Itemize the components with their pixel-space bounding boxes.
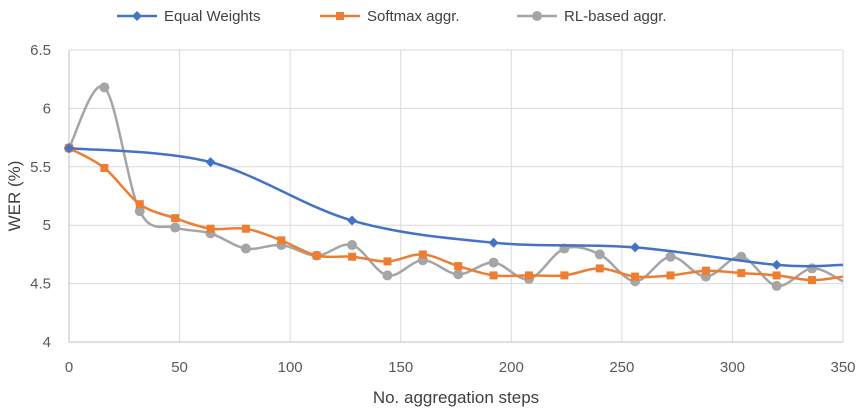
data-point-equal-weights bbox=[64, 143, 74, 154]
data-point-rl-based-aggr bbox=[240, 243, 251, 254]
y-tick-label: 4.5 bbox=[30, 276, 51, 293]
x-tick-label: 100 bbox=[278, 359, 303, 376]
x-axis-ticks: 0 50 100 150 200 250 300 350 bbox=[65, 359, 856, 376]
x-tick-label: 300 bbox=[720, 359, 745, 376]
data-point-rl-based-aggr bbox=[347, 240, 358, 251]
data-point-softmax-aggr bbox=[737, 269, 746, 278]
data-point-softmax-aggr bbox=[277, 236, 286, 245]
data-point-rl-based-aggr bbox=[594, 249, 605, 260]
data-point-softmax-aggr bbox=[808, 276, 817, 285]
x-tick-label: 250 bbox=[609, 359, 634, 376]
data-point-softmax-aggr bbox=[489, 271, 498, 280]
data-point-softmax-aggr bbox=[666, 271, 675, 280]
data-point-rl-based-aggr bbox=[665, 251, 676, 262]
data-point-softmax-aggr bbox=[524, 271, 533, 280]
data-point-softmax-aggr bbox=[701, 266, 710, 275]
plot-area bbox=[64, 82, 844, 291]
data-point-softmax-aggr bbox=[631, 272, 640, 281]
legend-marker-square-icon bbox=[336, 12, 344, 20]
data-point-equal-weights bbox=[488, 237, 499, 248]
x-tick-label: 350 bbox=[830, 359, 855, 376]
legend-label: Softmax aggr. bbox=[367, 8, 460, 25]
y-axis-ticks: 4 4.5 5 5.5 6 6.5 bbox=[30, 42, 51, 351]
x-axis-title: No. aggregation steps bbox=[373, 388, 539, 407]
y-tick-label: 6 bbox=[43, 100, 51, 117]
data-point-softmax-aggr bbox=[171, 214, 180, 223]
data-point-equal-weights bbox=[630, 242, 641, 253]
series-equal-weights bbox=[64, 143, 844, 270]
x-tick-label: 150 bbox=[388, 359, 413, 376]
data-point-equal-weights bbox=[771, 259, 782, 270]
data-point-softmax-aggr bbox=[135, 200, 144, 209]
data-point-softmax-aggr bbox=[206, 224, 215, 233]
grid-lines bbox=[68, 49, 844, 343]
y-tick-label: 6.5 bbox=[30, 42, 51, 59]
legend-item-rl-based-aggr: RL-based aggr. bbox=[517, 8, 667, 25]
data-point-softmax-aggr bbox=[241, 224, 250, 233]
data-point-rl-based-aggr bbox=[99, 82, 110, 93]
data-point-rl-based-aggr bbox=[382, 270, 393, 281]
data-point-rl-based-aggr bbox=[170, 222, 181, 233]
data-point-softmax-aggr bbox=[418, 250, 427, 259]
legend-item-equal-weights: Equal Weights bbox=[117, 8, 260, 25]
data-point-softmax-aggr bbox=[348, 252, 357, 261]
data-point-softmax-aggr bbox=[560, 271, 569, 280]
data-point-softmax-aggr bbox=[772, 271, 781, 280]
legend-label: RL-based aggr. bbox=[564, 8, 667, 25]
data-point-softmax-aggr bbox=[312, 251, 321, 260]
data-point-rl-based-aggr bbox=[771, 280, 782, 291]
data-point-equal-weights bbox=[205, 157, 216, 168]
data-point-softmax-aggr bbox=[595, 264, 604, 273]
legend-marker-circle-icon bbox=[532, 11, 542, 21]
legend-label: Equal Weights bbox=[164, 8, 260, 25]
y-tick-label: 5.5 bbox=[30, 159, 51, 176]
series-line-softmax-aggr bbox=[68, 147, 844, 282]
data-point-rl-based-aggr bbox=[453, 269, 464, 280]
x-tick-label: 50 bbox=[171, 359, 188, 376]
series-softmax-aggr bbox=[65, 144, 844, 285]
data-point-rl-based-aggr bbox=[488, 257, 499, 268]
data-point-softmax-aggr bbox=[454, 262, 463, 271]
data-point-softmax-aggr bbox=[383, 257, 392, 266]
y-tick-label: 5 bbox=[43, 217, 51, 234]
x-tick-label: 200 bbox=[499, 359, 524, 376]
y-axis-title: WER (%) bbox=[5, 161, 24, 232]
legend: Equal Weights Softmax aggr. RL-based aggr. bbox=[117, 8, 667, 25]
x-tick-label: 0 bbox=[65, 359, 73, 376]
data-point-rl-based-aggr bbox=[134, 206, 145, 217]
legend-marker-diamond-icon bbox=[132, 11, 142, 21]
legend-item-softmax-aggr: Softmax aggr. bbox=[320, 8, 460, 25]
y-tick-label: 4 bbox=[43, 334, 51, 351]
data-point-softmax-aggr bbox=[100, 163, 109, 172]
series-line-equal-weights bbox=[68, 146, 844, 268]
data-point-equal-weights bbox=[347, 215, 358, 226]
series-rl-based-aggr bbox=[64, 82, 844, 291]
series-line-rl-based-aggr bbox=[67, 84, 844, 288]
